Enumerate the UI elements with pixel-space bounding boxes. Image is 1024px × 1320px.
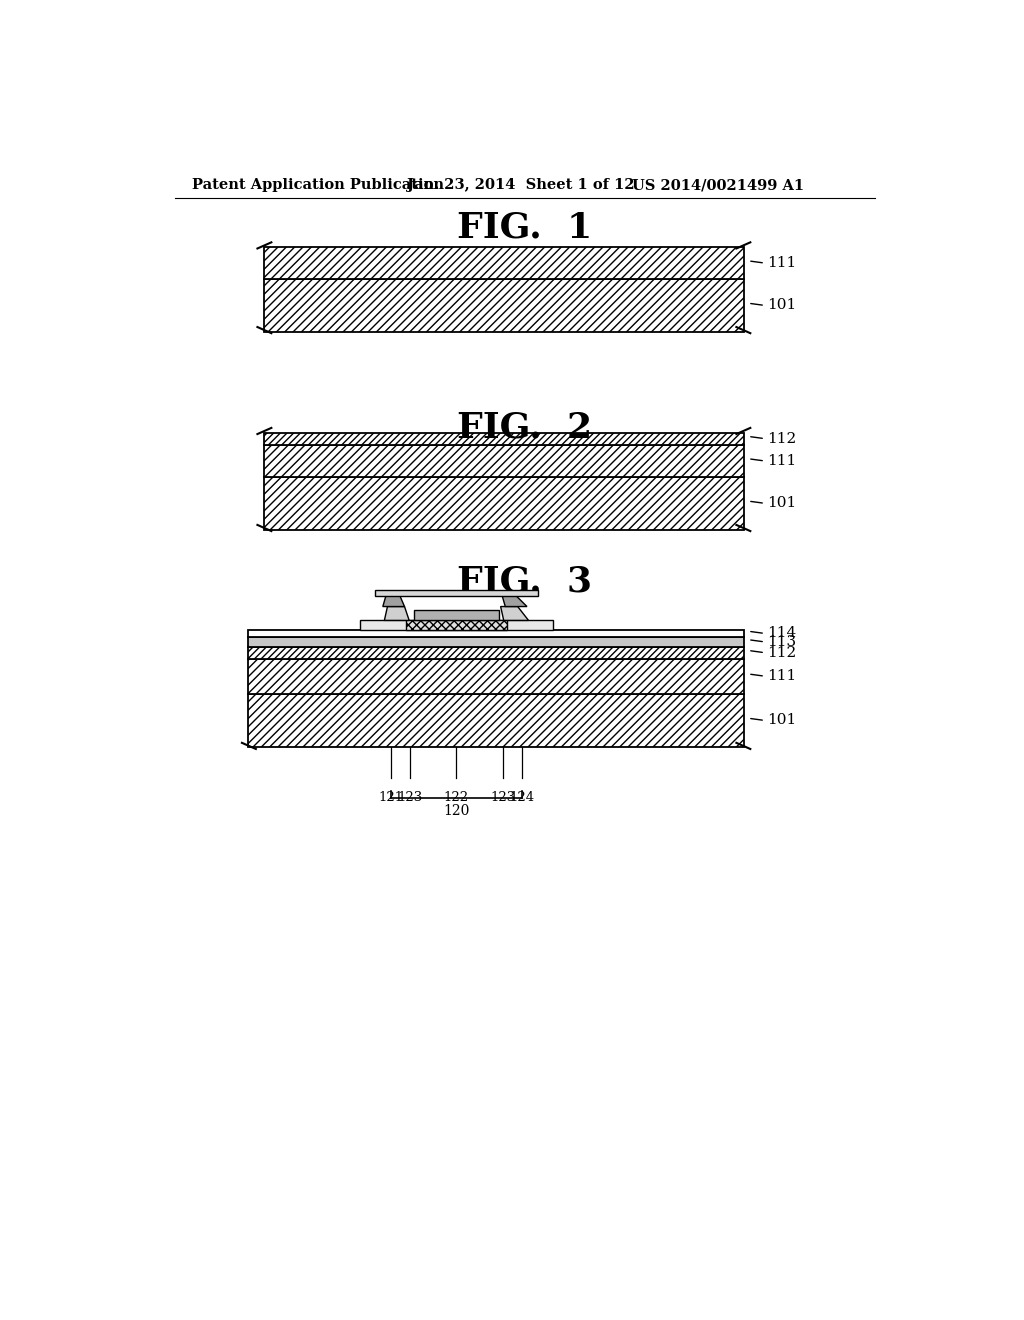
Text: 123: 123 [490,792,515,804]
Text: 101: 101 [767,298,797,313]
Polygon shape [502,595,527,607]
Polygon shape [383,595,404,607]
Bar [248,638,744,647]
Text: 122: 122 [443,792,469,804]
Bar [248,693,744,747]
Text: 124: 124 [510,792,535,804]
Bar [263,478,744,529]
Text: 123: 123 [397,792,423,804]
Bar [248,630,744,638]
Bar [263,433,744,445]
Text: 111: 111 [767,256,797,271]
Text: 114: 114 [767,627,797,640]
Text: 121: 121 [378,792,403,804]
Bar [375,590,538,595]
Text: 112: 112 [767,645,797,660]
Polygon shape [501,607,528,620]
Bar [263,445,744,478]
Bar [407,620,507,630]
Text: 111: 111 [767,454,797,469]
Text: 111: 111 [767,669,797,684]
Text: Patent Application Publication: Patent Application Publication [191,178,443,193]
Text: 112: 112 [767,432,797,446]
Polygon shape [384,607,410,620]
Text: FIG.  3: FIG. 3 [458,565,592,599]
Text: 113: 113 [767,635,797,649]
Text: FIG.  1: FIG. 1 [457,211,593,244]
Text: 101: 101 [767,714,797,727]
Bar [414,610,499,620]
Text: 101: 101 [767,496,797,511]
Text: FIG.  2: FIG. 2 [458,411,592,445]
Text: Jan. 23, 2014  Sheet 1 of 12: Jan. 23, 2014 Sheet 1 of 12 [407,178,635,193]
Bar [263,247,744,280]
Bar [263,280,744,331]
Bar [248,647,744,659]
Text: US 2014/0021499 A1: US 2014/0021499 A1 [632,178,804,193]
Bar [359,620,553,630]
Bar [248,659,744,693]
Text: 120: 120 [443,804,470,817]
